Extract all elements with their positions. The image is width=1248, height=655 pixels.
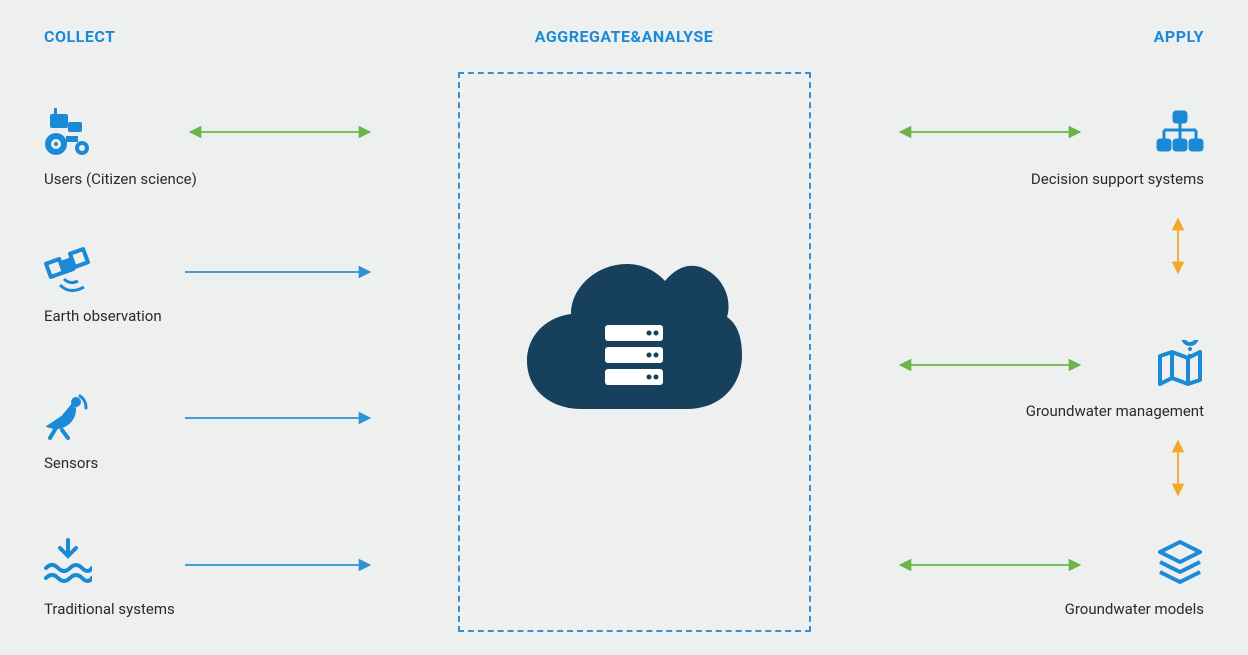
left-item-users: Users (Citizen science) [44, 108, 197, 188]
cloud-server-icon [527, 259, 742, 409]
satellite-icon [44, 245, 92, 293]
right-item-label: Decision support systems [1031, 170, 1204, 188]
left-item-eo: Earth observation [44, 245, 162, 325]
arrow-left-1 [185, 266, 375, 278]
right-item-dss: Decision support systems [1031, 108, 1204, 188]
sensor-icon [44, 392, 92, 440]
right-item-models: Groundwater models [1065, 538, 1204, 618]
left-item-label: Earth observation [44, 307, 162, 325]
right-item-mgmt: Groundwater management [1026, 340, 1204, 420]
left-item-label: Traditional systems [44, 600, 175, 618]
arrow-vert-0 [1172, 214, 1184, 278]
left-item-label: Users (Citizen science) [44, 170, 197, 188]
tractor-icon [44, 108, 92, 156]
arrow-right-0 [895, 126, 1085, 138]
arrow-left-0 [185, 126, 375, 138]
heading-apply: APPLY [1154, 27, 1204, 46]
map-pin-icon [1156, 340, 1204, 388]
arrow-left-3 [185, 559, 375, 571]
left-item-sensors: Sensors [44, 392, 98, 472]
arrow-right-1 [895, 359, 1085, 371]
right-item-label: Groundwater models [1065, 600, 1204, 618]
waves-icon [44, 538, 92, 586]
arrow-vert-1 [1172, 436, 1184, 500]
left-item-traditional: Traditional systems [44, 538, 175, 618]
left-item-label: Sensors [44, 454, 98, 472]
arrow-left-2 [185, 412, 375, 424]
right-item-label: Groundwater management [1026, 402, 1204, 420]
hierarchy-icon [1156, 108, 1204, 156]
heading-aggregate: AGGREGATE&ANALYSE [0, 27, 1248, 46]
arrow-right-2 [895, 559, 1085, 571]
layers-icon [1156, 538, 1204, 586]
